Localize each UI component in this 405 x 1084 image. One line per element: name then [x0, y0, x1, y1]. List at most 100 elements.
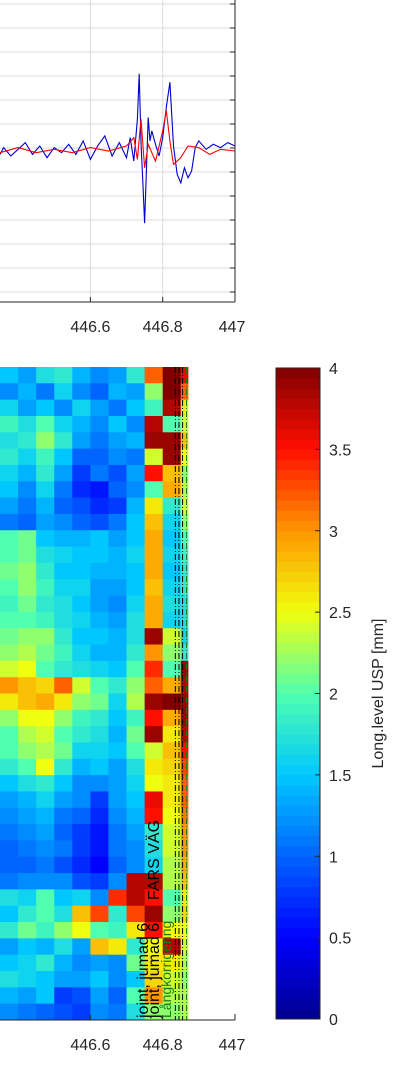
heatmap-cell — [90, 481, 109, 498]
heatmap-cell — [54, 367, 73, 384]
heatmap-cell — [108, 546, 127, 564]
heatmap-cell — [144, 922, 164, 939]
heatmap-cell — [18, 726, 37, 743]
heatmap-cell — [180, 726, 189, 743]
heatmap-cell — [54, 873, 73, 890]
heatmap-cell — [162, 693, 182, 711]
heatmap-cell — [0, 840, 19, 858]
heatmap-cell — [108, 824, 127, 841]
heatmap-cell — [144, 938, 164, 956]
colorbar-band — [276, 978, 320, 989]
heatmap-cell — [36, 677, 55, 694]
heatmap-cell — [18, 611, 37, 629]
heatmap-cell — [126, 905, 146, 923]
heatmap-cell — [72, 644, 91, 662]
heatmap-cell — [90, 579, 109, 596]
heatmap-cell — [36, 693, 55, 711]
heatmap-cell — [18, 432, 37, 450]
heatmap-cell — [180, 873, 189, 890]
heatmap-cell — [72, 873, 91, 890]
heatmap-cell — [72, 1003, 91, 1021]
heatmap-cell — [180, 742, 189, 760]
heatmap-cell — [90, 742, 109, 760]
heatmap-cell — [72, 677, 91, 694]
heatmap-cell — [36, 464, 55, 482]
heatmap-cell — [72, 922, 91, 939]
colorbar-band — [276, 581, 320, 593]
heatmap-cell — [54, 530, 73, 547]
colorbar-band — [276, 724, 320, 735]
heatmap-cell — [108, 497, 127, 515]
heatmap-cell — [18, 954, 37, 972]
heatmap-cell — [126, 987, 146, 1005]
colorbar-band — [276, 734, 320, 745]
heatmap-cell — [18, 971, 37, 988]
heatmap-cell — [72, 791, 91, 809]
heatmap-cell — [108, 726, 127, 743]
heatmap-cell — [54, 840, 73, 858]
heatmap-cell — [162, 856, 182, 874]
heatmap-cell — [144, 367, 164, 384]
heatmap-cell — [72, 415, 91, 433]
heatmap-cell — [0, 791, 19, 809]
heatmap-cell — [162, 775, 182, 792]
heatmap-cell — [0, 660, 19, 678]
heatmap-cell — [0, 1003, 19, 1021]
heatmap-cell — [162, 513, 182, 531]
heatmap-cell — [0, 367, 19, 384]
heatmap-cell — [72, 383, 91, 401]
heatmap-cell — [180, 922, 189, 939]
heatmap-cell — [108, 399, 127, 417]
heatmap-cell — [126, 922, 146, 939]
colorbar-band — [276, 561, 320, 572]
heatmap-cell — [36, 1003, 55, 1021]
heatmap-cell — [72, 628, 91, 645]
heatmap-cell — [180, 758, 189, 776]
heatmap-cell — [72, 660, 91, 678]
top-x-tick-label: 446.6 — [70, 319, 110, 336]
heatmap-cell — [108, 889, 127, 907]
heatmap-cell — [0, 758, 19, 776]
heatmap-cell — [90, 807, 109, 825]
heatmap-cell — [108, 840, 127, 858]
heatmap-tick-labels: 446.6 446.8 447 — [70, 1037, 245, 1054]
colorbar-band — [276, 876, 320, 888]
heatmap-cell — [72, 497, 91, 515]
heatmap-cell — [180, 432, 189, 450]
heatmap-cell — [180, 1003, 189, 1021]
heatmap-cell — [0, 644, 19, 662]
heatmap-cell — [180, 824, 189, 841]
heatmap-cell — [0, 497, 19, 515]
line-chart-axes — [0, 0, 236, 303]
heatmap-cell — [126, 383, 146, 401]
heatmap-cell — [72, 448, 91, 466]
heatmap-cell — [144, 497, 164, 515]
colorbar-band — [276, 896, 320, 908]
heatmap-cell — [36, 840, 55, 858]
heatmap-cell — [90, 367, 109, 384]
heatmap-cell — [54, 513, 73, 531]
colorbar-band — [276, 601, 320, 613]
heatmap-cell — [72, 367, 91, 384]
heatmap-cells — [0, 367, 189, 1021]
heatmap-cell — [90, 399, 109, 417]
heatmap-cell — [90, 595, 109, 613]
heatmap-cell — [162, 448, 182, 466]
heatmap-cell — [72, 530, 91, 547]
heatmap-cell — [144, 709, 164, 727]
heatmap-cell — [180, 840, 189, 858]
heatmap-cell — [180, 791, 189, 809]
heatmap-cell — [18, 660, 37, 678]
colorbar-band — [276, 571, 320, 583]
heatmap-cell — [108, 987, 127, 1005]
heatmap-cell — [108, 367, 127, 384]
heatmap-cell — [126, 824, 146, 841]
heatmap-cell — [144, 513, 164, 531]
heatmap-cell — [126, 677, 146, 694]
heatmap-cell — [180, 546, 189, 564]
heatmap-cell — [144, 546, 164, 564]
heatmap-marker-labels: joint, jumad 6 joint, jumad 6 FARS VÄG L… — [135, 820, 174, 1019]
heatmap-cell — [0, 432, 19, 450]
heatmap-cell — [144, 595, 164, 613]
